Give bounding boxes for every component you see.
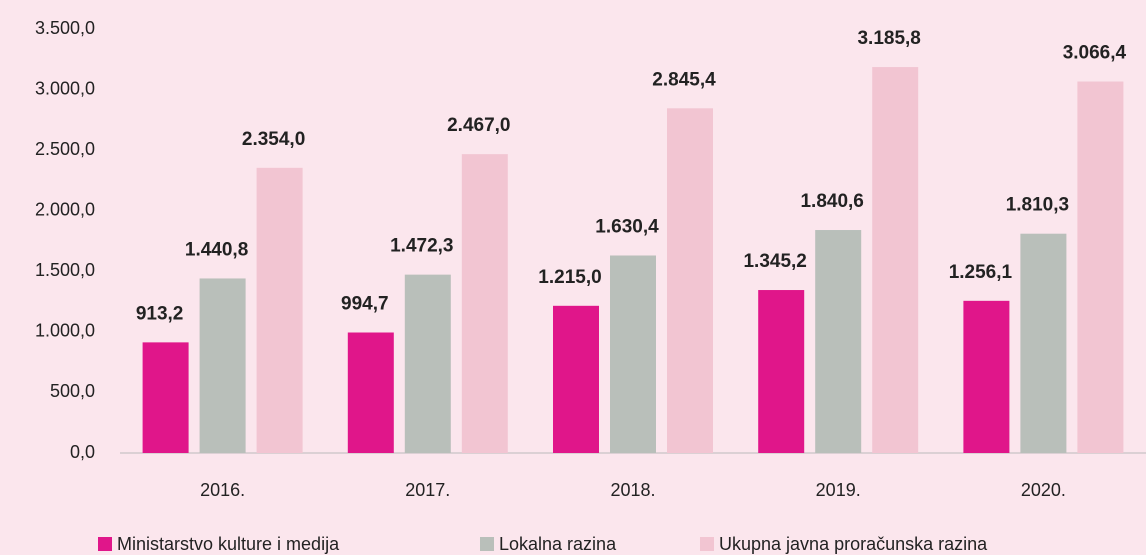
value-label: 3.185,8: [857, 28, 920, 49]
value-label: 1.256,1: [949, 262, 1013, 283]
value-label: 3.066,4: [1063, 43, 1127, 64]
y-tick-label: 1.500,0: [35, 260, 95, 280]
value-label: 1.215,0: [538, 267, 601, 288]
value-label: 2.845,4: [652, 69, 716, 90]
legend-swatch: [480, 537, 494, 551]
value-label: 994,7: [341, 294, 389, 315]
legend-swatch: [700, 537, 714, 551]
y-tick-label: 3.500,0: [35, 18, 95, 38]
bar: [347, 332, 394, 453]
value-label: 1.345,2: [743, 251, 806, 272]
bar: [815, 230, 862, 453]
x-tick-label: 2020.: [1021, 480, 1066, 500]
legend-label: Ukupna javna proračunska razina: [719, 534, 988, 554]
y-tick-label: 2.000,0: [35, 199, 95, 219]
legend-swatch: [98, 537, 112, 551]
bar: [404, 274, 451, 453]
x-tick-label: 2017.: [405, 480, 450, 500]
value-label: 913,2: [136, 303, 184, 324]
y-tick-label: 2.500,0: [35, 139, 95, 159]
bar: [963, 300, 1010, 453]
value-label: 2.354,0: [242, 129, 305, 150]
legend-label: Lokalna razina: [499, 534, 617, 554]
bar: [872, 67, 919, 454]
bar: [142, 342, 189, 453]
legend-label: Ministarstvo kulture i medija: [117, 534, 340, 554]
value-label: 1.630,4: [595, 217, 659, 238]
y-tick-label: 0,0: [70, 442, 95, 462]
bar: [553, 305, 599, 453]
bar: [1020, 233, 1067, 453]
y-tick-label: 3.000,0: [35, 78, 95, 98]
value-label: 1.840,6: [800, 191, 863, 212]
y-tick-label: 500,0: [50, 381, 95, 401]
bar: [610, 255, 656, 453]
value-label: 1.472,3: [390, 236, 453, 257]
x-tick-label: 2018.: [610, 480, 655, 500]
x-tick-label: 2016.: [200, 480, 245, 500]
bar: [461, 154, 508, 453]
value-label: 2.467,0: [447, 115, 510, 136]
x-tick-label: 2019.: [816, 480, 861, 500]
bar: [256, 167, 303, 453]
bar: [1077, 81, 1124, 454]
bar: [667, 108, 713, 454]
value-label: 1.440,8: [185, 239, 248, 260]
bar: [199, 278, 246, 453]
value-label: 1.810,3: [1006, 195, 1069, 216]
y-tick-label: 1.000,0: [35, 321, 95, 341]
bar: [758, 290, 805, 453]
